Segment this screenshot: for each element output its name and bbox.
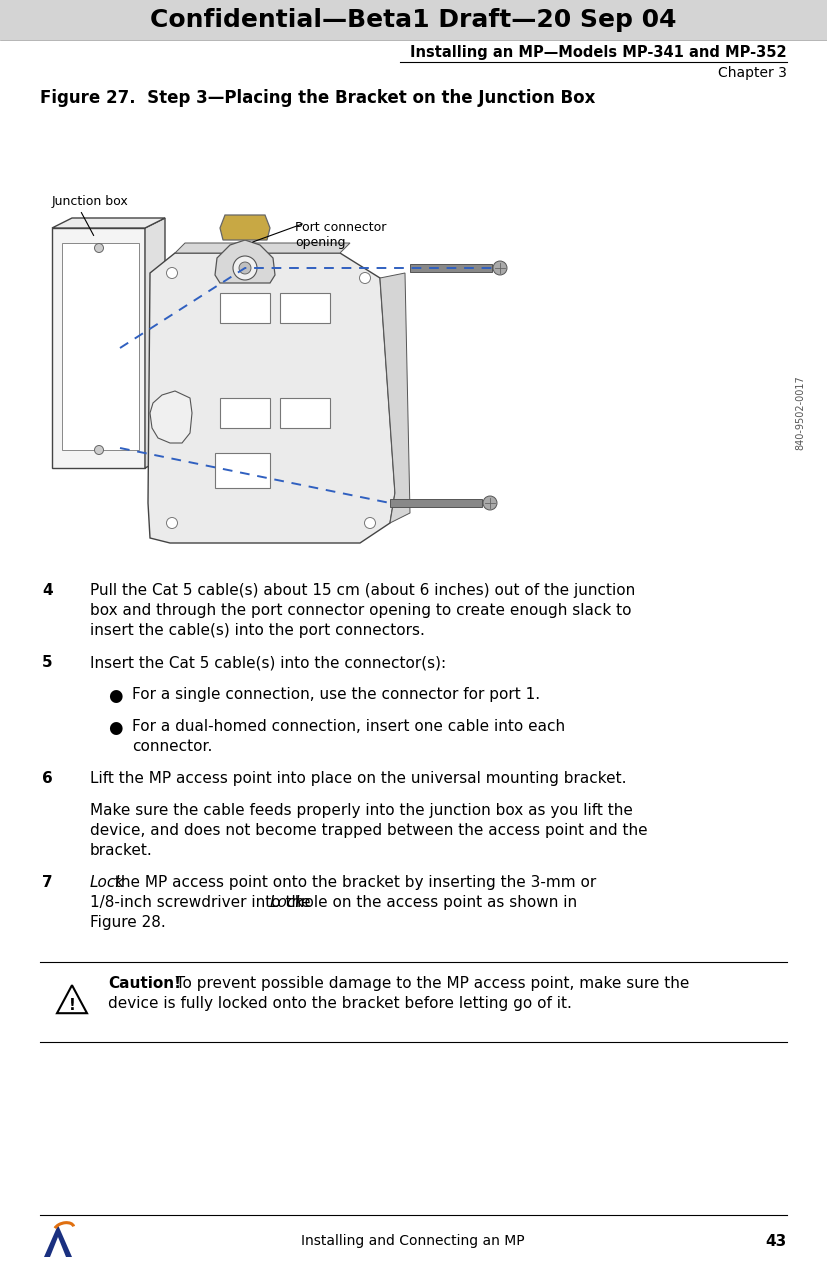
Text: Chapter 3: Chapter 3 <box>718 65 787 80</box>
Text: Lock: Lock <box>270 896 305 910</box>
FancyBboxPatch shape <box>215 453 270 488</box>
Circle shape <box>239 262 251 275</box>
Polygon shape <box>52 228 145 468</box>
Polygon shape <box>57 985 87 1014</box>
Polygon shape <box>62 242 139 450</box>
Text: Junction box: Junction box <box>52 195 129 208</box>
Text: Lift the MP access point into place on the universal mounting bracket.: Lift the MP access point into place on t… <box>90 771 627 786</box>
Text: Pull the Cat 5 cable(s) about 15 cm (about 6 inches) out of the junction: Pull the Cat 5 cable(s) about 15 cm (abo… <box>90 582 635 598</box>
Text: !: ! <box>69 998 75 1014</box>
Polygon shape <box>175 242 350 253</box>
Circle shape <box>94 445 103 454</box>
Circle shape <box>94 244 103 253</box>
Circle shape <box>493 260 507 275</box>
Text: bracket.: bracket. <box>90 843 153 858</box>
Polygon shape <box>145 218 165 468</box>
FancyBboxPatch shape <box>280 398 330 429</box>
Text: box and through the port connector opening to create enough slack to: box and through the port connector openi… <box>90 603 632 618</box>
Text: 6: 6 <box>42 771 53 786</box>
Text: insert the cable(s) into the port connectors.: insert the cable(s) into the port connec… <box>90 624 425 638</box>
Text: Port connector
opening: Port connector opening <box>295 221 386 249</box>
Text: For a single connection, use the connector for port 1.: For a single connection, use the connect… <box>132 686 540 702</box>
Text: the MP access point onto the bracket by inserting the 3-mm or: the MP access point onto the bracket by … <box>110 875 596 890</box>
Text: Caution!: Caution! <box>108 976 181 990</box>
FancyBboxPatch shape <box>220 293 270 323</box>
Text: Figure 27.  Step 3—Placing the Bracket on the Junction Box: Figure 27. Step 3—Placing the Bracket on… <box>40 89 595 106</box>
Text: ●: ● <box>108 686 122 704</box>
Text: Installing an MP—Models MP-341 and MP-352: Installing an MP—Models MP-341 and MP-35… <box>410 45 787 60</box>
Polygon shape <box>220 216 270 240</box>
Text: hole on the access point as shown in: hole on the access point as shown in <box>290 896 577 910</box>
Text: Installing and Connecting an MP: Installing and Connecting an MP <box>301 1234 525 1248</box>
Text: Figure 28.: Figure 28. <box>90 915 165 930</box>
Polygon shape <box>215 240 275 284</box>
Text: 4: 4 <box>42 582 53 598</box>
Circle shape <box>233 257 257 280</box>
Polygon shape <box>390 499 482 507</box>
FancyBboxPatch shape <box>0 0 827 40</box>
Text: 7: 7 <box>42 875 53 890</box>
Text: 43: 43 <box>766 1233 787 1248</box>
Text: 5: 5 <box>42 656 53 670</box>
Circle shape <box>166 517 178 529</box>
Text: device, and does not become trapped between the access point and the: device, and does not become trapped betw… <box>90 822 648 838</box>
Circle shape <box>360 272 370 284</box>
Text: Confidential—Beta1 Draft—20 Sep 04: Confidential—Beta1 Draft—20 Sep 04 <box>150 8 676 32</box>
Text: Lock: Lock <box>90 875 125 890</box>
Polygon shape <box>44 1225 72 1257</box>
Circle shape <box>365 517 375 529</box>
Circle shape <box>166 267 178 278</box>
Text: For a dual-homed connection, insert one cable into each: For a dual-homed connection, insert one … <box>132 718 565 734</box>
Polygon shape <box>148 253 395 543</box>
Text: ●: ● <box>108 718 122 736</box>
Polygon shape <box>410 264 492 272</box>
Circle shape <box>483 497 497 511</box>
Text: 840-9502-0017: 840-9502-0017 <box>795 376 805 450</box>
Text: To prevent possible damage to the MP access point, make sure the: To prevent possible damage to the MP acc… <box>165 976 689 990</box>
FancyBboxPatch shape <box>220 398 270 429</box>
Text: device is fully locked onto the bracket before letting go of it.: device is fully locked onto the bracket … <box>108 996 572 1011</box>
Text: Make sure the cable feeds properly into the junction box as you lift the: Make sure the cable feeds properly into … <box>90 803 633 819</box>
Text: connector.: connector. <box>132 739 213 754</box>
Text: Insert the Cat 5 cable(s) into the connector(s):: Insert the Cat 5 cable(s) into the conne… <box>90 656 446 670</box>
Text: 1/8-inch screwdriver into the: 1/8-inch screwdriver into the <box>90 896 315 910</box>
Polygon shape <box>380 273 410 523</box>
Polygon shape <box>150 391 192 443</box>
Polygon shape <box>52 218 165 228</box>
FancyBboxPatch shape <box>280 293 330 323</box>
